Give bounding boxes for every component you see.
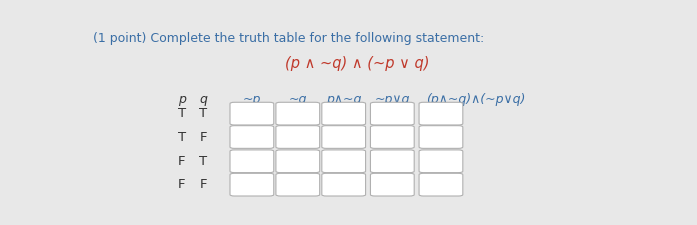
Text: T: T (199, 107, 207, 120)
Text: ~p: ~p (243, 93, 261, 106)
Text: F: F (199, 130, 207, 144)
Text: F: F (199, 178, 207, 191)
FancyBboxPatch shape (230, 173, 274, 196)
Text: (p∧~q)∧(~p∨q): (p∧~q)∧(~p∨q) (427, 93, 526, 106)
FancyBboxPatch shape (322, 126, 366, 148)
FancyBboxPatch shape (419, 102, 463, 125)
Text: ~q: ~q (289, 93, 307, 106)
Text: ~p∨q: ~p∨q (374, 93, 410, 106)
FancyBboxPatch shape (230, 102, 274, 125)
FancyBboxPatch shape (370, 173, 414, 196)
Text: F: F (178, 178, 185, 191)
FancyBboxPatch shape (370, 102, 414, 125)
Text: q: q (199, 93, 207, 106)
FancyBboxPatch shape (230, 126, 274, 148)
FancyBboxPatch shape (276, 173, 320, 196)
Text: p: p (178, 93, 185, 106)
FancyBboxPatch shape (419, 126, 463, 148)
FancyBboxPatch shape (370, 150, 414, 173)
Text: (1 point) Complete the truth table for the following statement:: (1 point) Complete the truth table for t… (93, 32, 484, 45)
Text: T: T (178, 130, 185, 144)
Text: F: F (178, 155, 185, 168)
FancyBboxPatch shape (322, 173, 366, 196)
Text: p∧~q: p∧~q (326, 93, 362, 106)
FancyBboxPatch shape (419, 150, 463, 173)
FancyBboxPatch shape (276, 126, 320, 148)
FancyBboxPatch shape (419, 173, 463, 196)
FancyBboxPatch shape (276, 102, 320, 125)
FancyBboxPatch shape (322, 102, 366, 125)
Text: T: T (199, 155, 207, 168)
FancyBboxPatch shape (370, 126, 414, 148)
FancyBboxPatch shape (230, 150, 274, 173)
Text: (p ∧ ~q) ∧ (~p ∨ q): (p ∧ ~q) ∧ (~p ∨ q) (285, 56, 429, 72)
FancyBboxPatch shape (322, 150, 366, 173)
FancyBboxPatch shape (276, 150, 320, 173)
Text: T: T (178, 107, 185, 120)
